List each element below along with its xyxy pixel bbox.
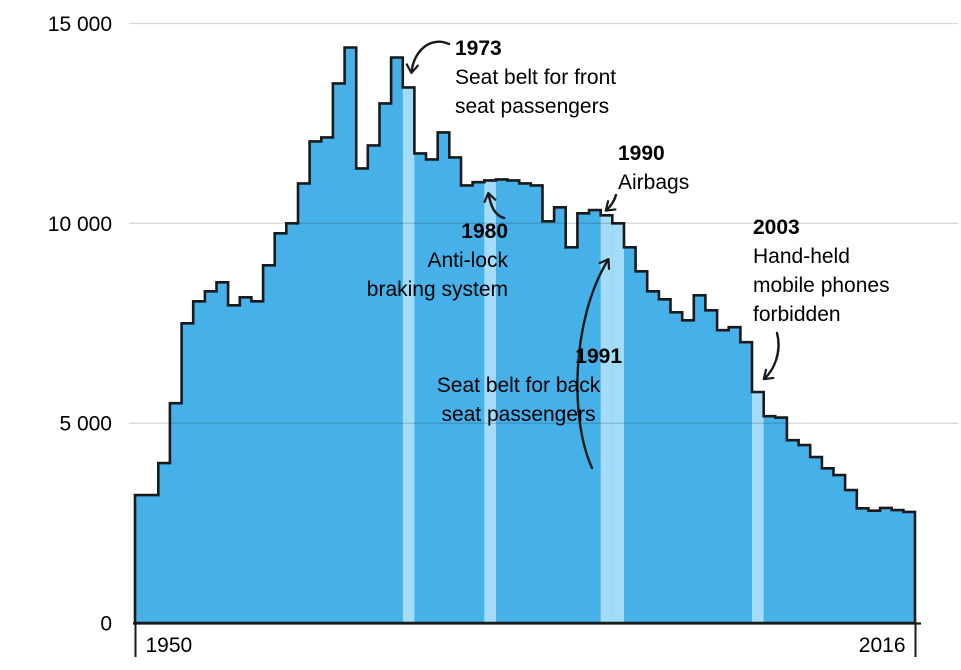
annotation-1973-year: 1973 bbox=[455, 37, 502, 60]
axis-labels: 0 5 000 10 000 15 000 1950 2016 bbox=[48, 13, 917, 657]
annotation-1980-year: 1980 bbox=[461, 220, 508, 243]
arrow-1980 bbox=[483, 191, 506, 220]
y-axis-label-15000: 15 000 bbox=[48, 13, 112, 36]
annotation-1980: 1980 Anti-lock braking system bbox=[367, 217, 508, 304]
annotation-2003: 2003 Hand-held mobile phones forbidden bbox=[753, 213, 890, 329]
y-axis-label-5000: 5 000 bbox=[59, 413, 112, 436]
annotation-1973-line: seat passengers bbox=[455, 95, 610, 118]
annotation-2003-line: Hand-held bbox=[753, 245, 850, 268]
annotation-1991-line: Seat belt for back bbox=[436, 374, 601, 397]
y-axis-label-0: 0 bbox=[100, 613, 112, 636]
annotation-1980-line: braking system bbox=[366, 278, 508, 301]
y-axis-label-10000: 10 000 bbox=[48, 213, 112, 236]
area-fill bbox=[135, 47, 915, 623]
gridlines bbox=[129, 22, 958, 424]
annotation-1980-line: Anti-lock bbox=[427, 249, 508, 272]
annotation-1991: 1991 Seat belt for back seat passengers bbox=[415, 342, 622, 429]
highlight-stripe-1973 bbox=[402, 88, 415, 623]
highlight-stripe-2003 bbox=[752, 393, 764, 623]
arrow-1973 bbox=[405, 40, 451, 75]
x-axis-label-1950: 1950 bbox=[146, 634, 193, 657]
area-outline bbox=[133, 46, 917, 625]
x-axis-label-2016: 2016 bbox=[859, 634, 906, 657]
annotation-arrows bbox=[405, 40, 780, 470]
annotation-1991-year: 1991 bbox=[575, 345, 622, 368]
annotation-1990: 1990 Airbags bbox=[618, 139, 689, 197]
highlight-stripe-1990 bbox=[600, 216, 613, 623]
annotation-1990-year: 1990 bbox=[618, 142, 665, 165]
annotation-1991-line: seat passengers bbox=[441, 403, 596, 426]
highlight-stripe-1980 bbox=[484, 181, 496, 623]
annotation-1973: 1973 Seat belt for front seat passengers bbox=[455, 34, 616, 121]
arrow-1991 bbox=[576, 258, 611, 470]
annotation-2003-line: forbidden bbox=[753, 303, 841, 326]
arrow-1990 bbox=[604, 193, 618, 212]
annotation-1990-line: Airbags bbox=[618, 171, 690, 194]
annotation-2003-year: 2003 bbox=[753, 216, 800, 239]
arrow-2003 bbox=[762, 331, 780, 381]
annotation-2003-line: mobile phones bbox=[753, 274, 890, 297]
annotation-1973-line: Seat belt for front bbox=[455, 66, 617, 89]
